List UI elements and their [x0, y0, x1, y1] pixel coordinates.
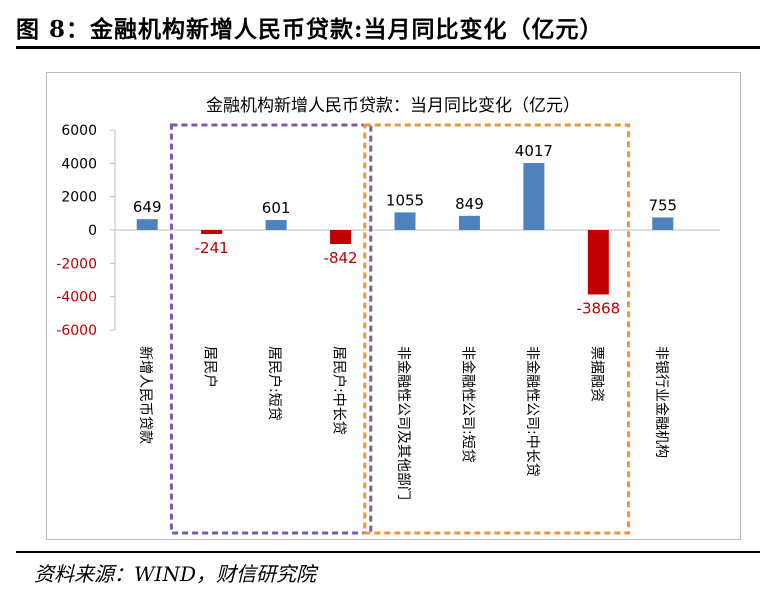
- bar: [265, 219, 287, 230]
- category-label: 非金融性公司:短贷: [459, 346, 475, 463]
- source-rule: [16, 551, 760, 553]
- value-label: 649: [133, 198, 162, 216]
- category-label: 居民户:中长贷: [331, 346, 348, 435]
- bar: [523, 163, 545, 230]
- y-tick-label: 6000: [61, 123, 97, 139]
- bar-chart: 金融机构新增人民币贷款：当月同比变化（亿元） 6000 4000 2000 0 -200…: [56, 96, 720, 535]
- value-label: 1055: [386, 191, 424, 209]
- y-tick-label: -4000: [56, 290, 97, 306]
- category-label: 居民户: [202, 346, 219, 388]
- group-boxes: [169, 123, 631, 535]
- category-label: 非金融性公司:中长贷: [524, 346, 540, 477]
- group-box-purple: [169, 123, 373, 535]
- value-label: 849: [455, 195, 484, 213]
- group-box-orange: [363, 123, 631, 535]
- value-label: -3868: [577, 299, 621, 317]
- category-label: 非金融性公司及其他部门: [395, 346, 411, 500]
- value-label: -241: [195, 239, 229, 257]
- chart-frame: 金融机构新增人民币贷款：当月同比变化（亿元） 6000 4000 2000 0 -200…: [46, 72, 741, 540]
- figure-title: 图 8：金融机构新增人民币贷款:当月同比变化（亿元）: [16, 16, 604, 43]
- y-tick-label: 2000: [61, 190, 97, 206]
- axis-layer: 6000 4000 2000 0 -2000 -4000 -6000: [56, 123, 720, 339]
- value-label: 601: [262, 199, 291, 217]
- value-label: -842: [324, 249, 358, 267]
- y-tick-label: 4000: [61, 156, 97, 172]
- source-note: 资料来源：WIND，财信研究院: [34, 562, 316, 586]
- bar: [330, 230, 352, 245]
- bar: [136, 219, 158, 230]
- bars: 649 新增人民币贷款 -241 居民户 601 居民户:短贷 -842 居民户:中长贷 105…: [133, 142, 677, 500]
- y-tick-label: -6000: [56, 323, 97, 339]
- category-label: 新增人民币贷款: [137, 346, 153, 444]
- bar: [458, 215, 480, 230]
- bar: [587, 230, 609, 295]
- bar: [201, 230, 223, 235]
- chart-title: 金融机构新增人民币贷款：当月同比变化（亿元）: [206, 96, 580, 116]
- value-label: 4017: [515, 142, 553, 160]
- category-label: 非银行业金融机构: [653, 346, 669, 458]
- category-label: 居民户:短贷: [266, 346, 283, 421]
- bar: [394, 212, 416, 230]
- y-tick-label: 0: [88, 223, 97, 239]
- bar: [652, 217, 674, 230]
- value-label: 755: [648, 196, 677, 214]
- category-label: 票据融资: [588, 346, 604, 402]
- title-rule: [16, 46, 760, 49]
- y-tick-label: -2000: [56, 256, 97, 272]
